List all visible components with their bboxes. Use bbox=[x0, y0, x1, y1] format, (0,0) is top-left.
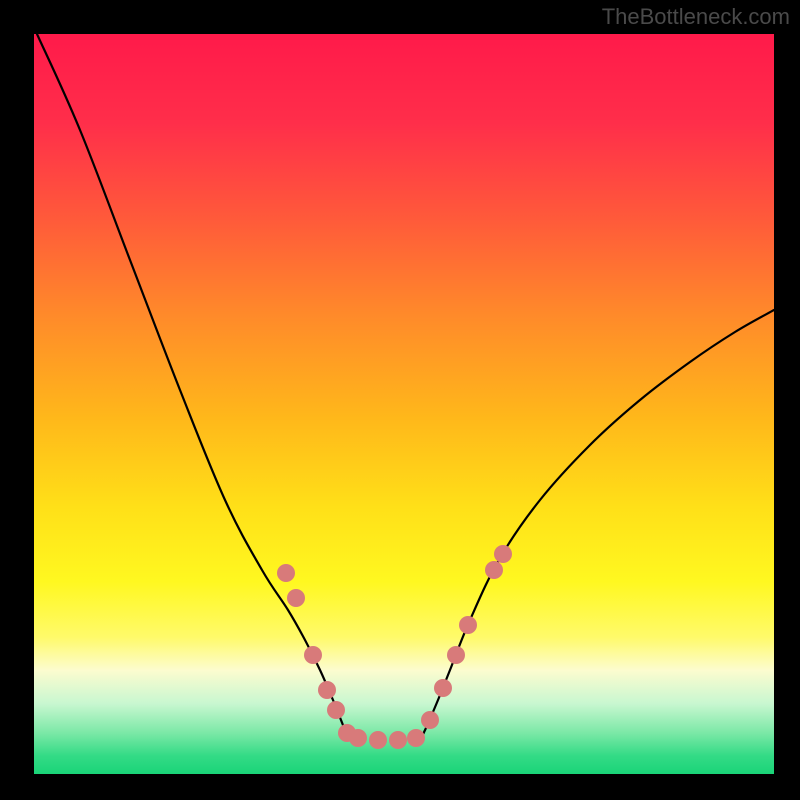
data-point bbox=[407, 729, 425, 747]
data-point bbox=[304, 646, 322, 664]
chart-svg bbox=[34, 34, 774, 774]
data-point bbox=[421, 711, 439, 729]
data-point bbox=[369, 731, 387, 749]
data-point bbox=[485, 561, 503, 579]
curve-right bbox=[420, 310, 774, 740]
curve-left bbox=[37, 34, 350, 740]
plot-area bbox=[34, 34, 774, 774]
data-point bbox=[318, 681, 336, 699]
watermark-text: TheBottleneck.com bbox=[602, 4, 790, 30]
data-point bbox=[349, 729, 367, 747]
data-point bbox=[494, 545, 512, 563]
data-point bbox=[447, 646, 465, 664]
data-point bbox=[459, 616, 477, 634]
data-point bbox=[287, 589, 305, 607]
data-point bbox=[277, 564, 295, 582]
data-point bbox=[327, 701, 345, 719]
data-point bbox=[434, 679, 452, 697]
data-point bbox=[389, 731, 407, 749]
